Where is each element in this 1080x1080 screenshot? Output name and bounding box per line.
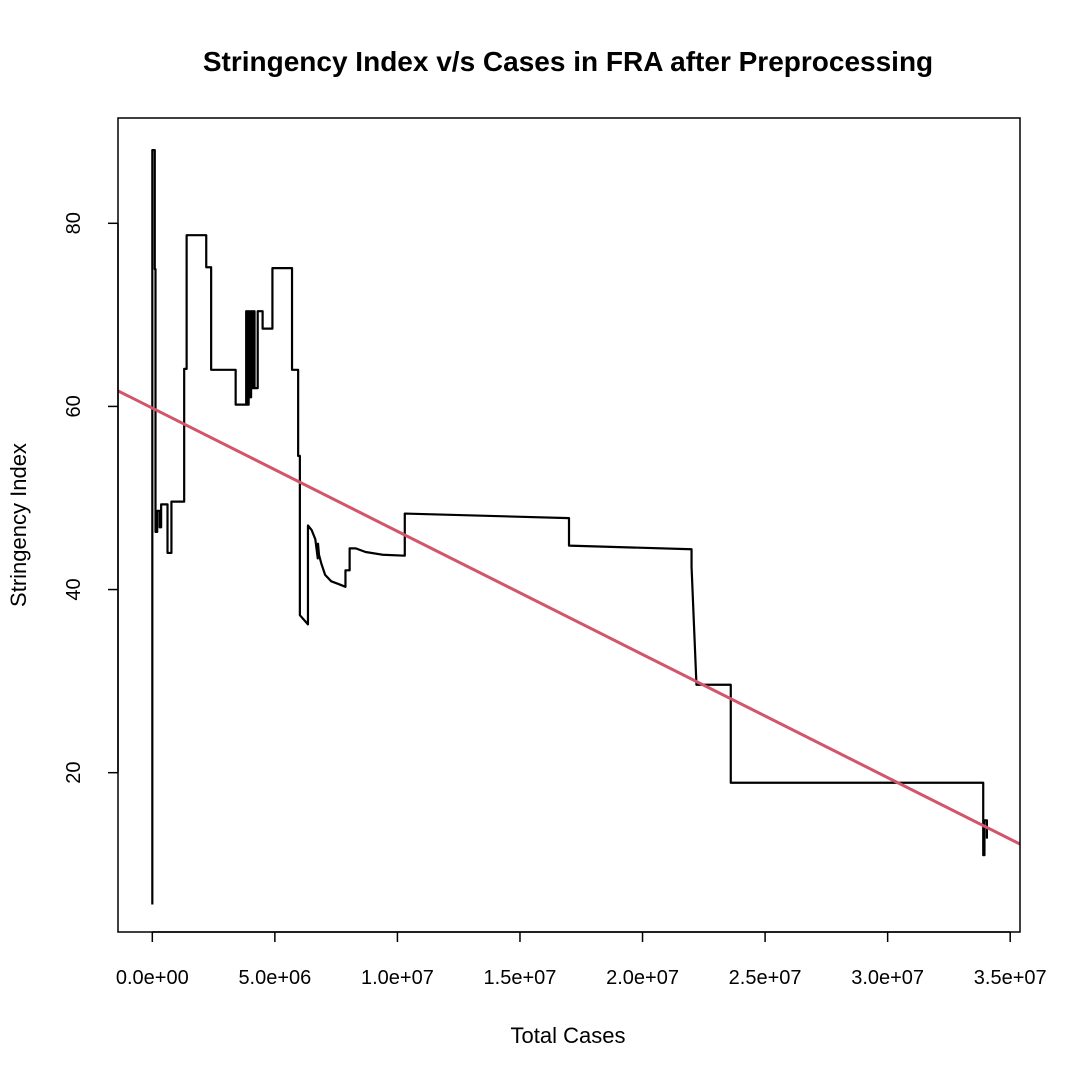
y-axis-label: Stringency Index (6, 443, 31, 607)
chart-title: Stringency Index v/s Cases in FRA after … (203, 46, 933, 77)
y-tick-label: 20 (63, 762, 85, 784)
x-tick-label: 3.5e+07 (974, 967, 1047, 989)
x-tick-label: 1.0e+07 (361, 967, 434, 989)
y-tick-label: 60 (63, 395, 85, 417)
y-tick-label: 80 (63, 212, 85, 234)
x-axis: 0.0e+00 5.0e+06 1.0e+07 1.5e+07 2.0e+07 2.5e+… (116, 931, 1047, 989)
x-tick-label: 3.0e+07 (851, 967, 924, 989)
x-axis-label: Total Cases (511, 1023, 626, 1048)
x-tick-label: 2.5e+07 (729, 967, 802, 989)
regression-line (117, 389, 1021, 846)
x-tick-label: 2.0e+07 (606, 967, 679, 989)
x-tick-label: 0.0e+00 (116, 967, 189, 989)
y-axis: 20 40 60 80 (63, 212, 119, 784)
x-tick-label: 5.0e+06 (238, 967, 311, 989)
plot-marks (117, 148, 1021, 905)
y-tick-label: 40 (63, 578, 85, 600)
x-tick-label: 1.5e+07 (484, 967, 557, 989)
stringency-series-line (151, 148, 989, 905)
